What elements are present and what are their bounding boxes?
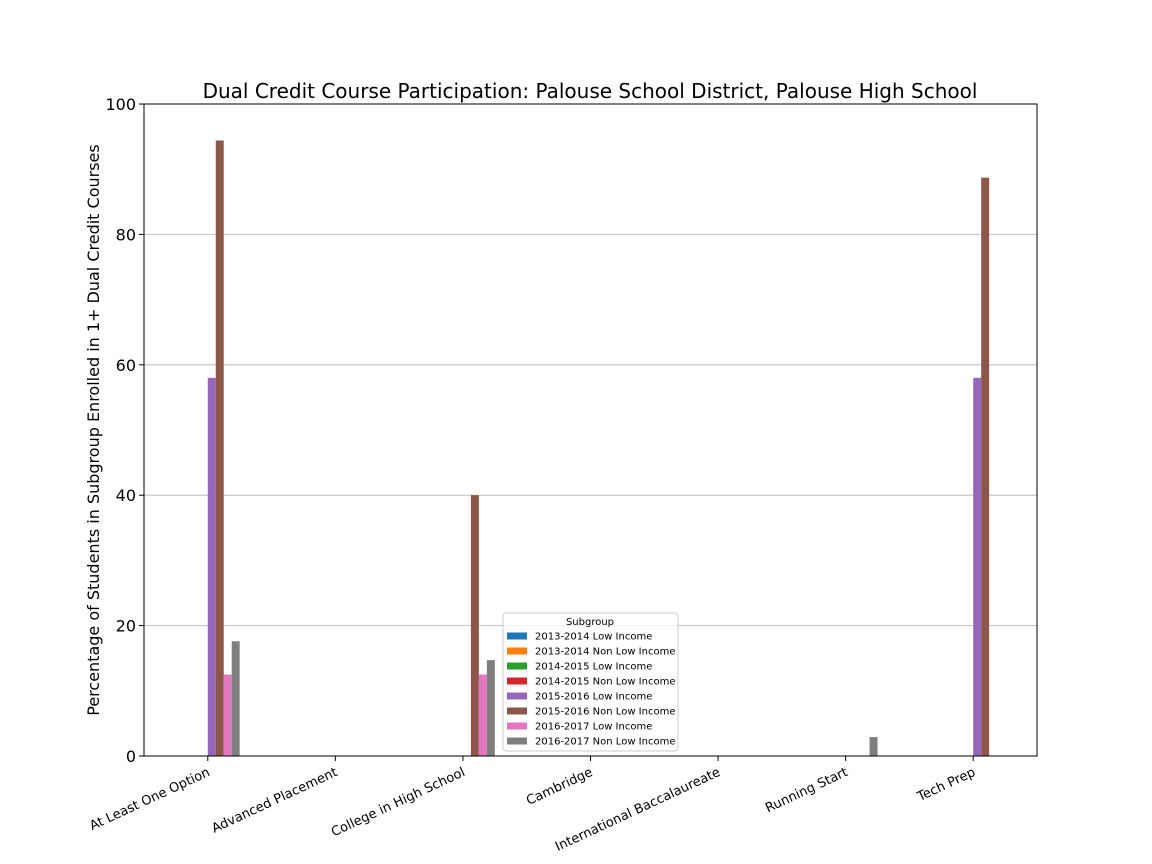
y-tick-label: 100 — [105, 95, 136, 114]
y-tick-label: 20 — [116, 617, 136, 636]
legend-label: 2014-2015 Non Low Income — [535, 677, 675, 688]
legend-swatch — [507, 737, 527, 745]
legend: Subgroup 2013-2014 Low Income 2013-2014 N… — [502, 612, 679, 752]
chart-title: Dual Credit Course Participation: Palous… — [203, 79, 978, 103]
bar — [486, 660, 495, 756]
bar — [973, 377, 982, 756]
bars-group — [207, 140, 990, 757]
bar — [869, 737, 878, 756]
legend-swatch — [507, 632, 527, 640]
bar — [223, 674, 232, 756]
legend-label: 2013-2014 Low Income — [535, 632, 652, 643]
legend-title: Subgroup — [566, 617, 614, 628]
gridlines — [144, 233, 1037, 626]
legend-swatch — [507, 722, 527, 730]
legend-swatch — [507, 692, 527, 700]
y-tick-label: 80 — [116, 225, 136, 244]
y-tick-label: 0 — [126, 747, 136, 766]
y-tick-label: 40 — [116, 486, 136, 505]
legend-label: 2013-2014 Non Low Income — [535, 647, 675, 658]
legend-items: 2013-2014 Low Income 2013-2014 Non Low In… — [507, 632, 675, 748]
bar — [981, 177, 990, 756]
bar — [470, 495, 479, 756]
y-tick-label: 60 — [116, 356, 136, 375]
bar — [478, 674, 487, 756]
legend-frame — [502, 612, 679, 752]
y-axis-ticks: 0 20 40 60 80 100 — [105, 95, 144, 766]
legend-label: 2015-2016 Low Income — [535, 692, 652, 703]
bar — [231, 641, 240, 756]
bar — [215, 140, 224, 757]
legend-swatch — [507, 677, 527, 685]
legend-swatch — [507, 662, 527, 670]
legend-label: 2016-2017 Non Low Income — [535, 737, 675, 748]
bar — [207, 377, 216, 756]
legend-swatch — [507, 707, 527, 715]
legend-label: 2015-2016 Non Low Income — [535, 707, 675, 718]
y-axis-label: Percentage of Students in Subgroup Enrol… — [84, 144, 103, 715]
legend-label: 2016-2017 Low Income — [535, 722, 652, 733]
legend-label: 2014-2015 Low Income — [535, 662, 652, 673]
legend-swatch — [507, 647, 527, 655]
